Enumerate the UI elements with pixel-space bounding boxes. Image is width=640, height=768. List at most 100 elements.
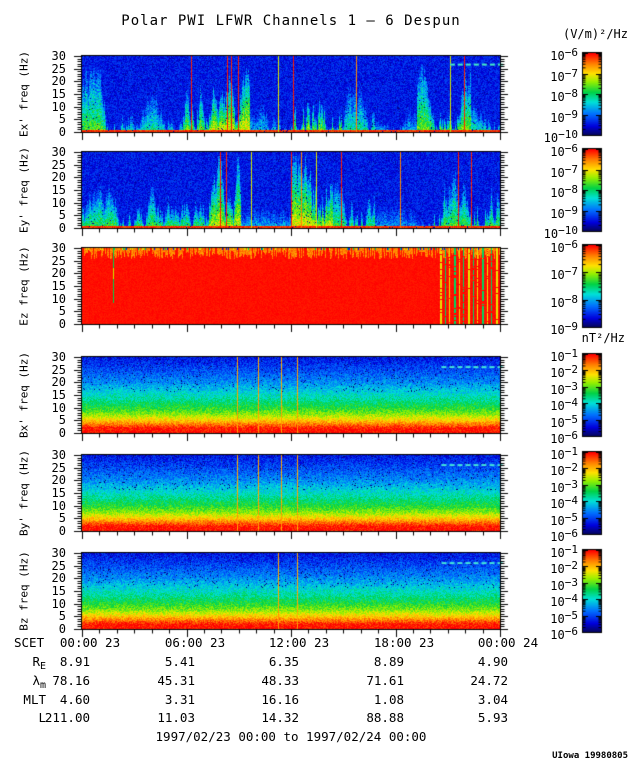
y-tick-label: 5 xyxy=(58,112,66,126)
y-axis-label-ex: Ex' freq (Hz) xyxy=(17,50,31,138)
y-tick-label: 15 xyxy=(51,486,66,500)
ephemeris-value: 211.00 xyxy=(44,710,90,725)
y-tick-label: 20 xyxy=(51,375,66,389)
ephemeris-value: 4.90 xyxy=(477,654,508,669)
colorbar-by-canvas xyxy=(577,450,607,538)
colorbar-tick-label: 10−1 xyxy=(550,543,578,560)
ephemeris-value: 14.32 xyxy=(261,710,299,725)
y-tick-label: 5 xyxy=(58,609,66,623)
ephemeris-value: 88.88 xyxy=(366,710,404,725)
colorbar-tick-label: 10−5 xyxy=(550,413,578,430)
colorbar-tick-label: 10−8 xyxy=(550,87,578,104)
ephemeris-value: 8.89 xyxy=(373,654,404,669)
y-axis-label-bz: Bz freq (Hz) xyxy=(17,551,31,631)
colorbar-tick-label: 10−3 xyxy=(550,478,578,495)
y-tick-label: 0 xyxy=(58,622,66,636)
ephemeris-value: 6.35 xyxy=(268,654,299,669)
colorbar-bz-canvas xyxy=(577,548,607,636)
ephemeris-value: 5.41 xyxy=(164,654,195,669)
y-tick-label: 0 xyxy=(58,125,66,139)
y-tick-label: 0 xyxy=(58,426,66,440)
colorbar-tick-label: 10−10 xyxy=(543,224,578,241)
colorbar-tick-label: 10−7 xyxy=(550,67,578,84)
colorbar-tick-label: 10−4 xyxy=(550,494,578,511)
spectrogram-ey-canvas xyxy=(70,146,512,240)
colorbar-tick-label: 10−6 xyxy=(550,142,578,159)
y-tick-label: 5 xyxy=(58,511,66,525)
y-tick-label: 30 xyxy=(51,145,66,159)
colorbar-bx-canvas xyxy=(577,352,607,440)
colorbar-ex-canvas xyxy=(577,51,607,139)
y-tick-label: 15 xyxy=(51,279,66,293)
y-tick-label: 25 xyxy=(51,62,66,76)
colorbar-tick-label: 10−7 xyxy=(550,163,578,180)
colorbar-tick-label: 10−6 xyxy=(550,238,578,255)
ephemeris-row-label: RE xyxy=(32,654,46,673)
ephemeris-value: 3.04 xyxy=(477,692,508,707)
ephemeris-value: 8.91 xyxy=(59,654,90,669)
colorbar-tick-label: 10−4 xyxy=(550,396,578,413)
spectrogram-bz-canvas xyxy=(70,547,512,641)
colorbar-tick-label: 10−9 xyxy=(550,320,578,337)
ephemeris-row-label: MLT xyxy=(23,692,46,707)
ephemeris-value: 1.08 xyxy=(373,692,404,707)
spectrogram-ez-canvas xyxy=(70,242,512,336)
colorbar-tick-label: 10−2 xyxy=(550,363,578,380)
colorbar-tick-label: 10−4 xyxy=(550,592,578,609)
page-title: Polar PWI LFWR Channels 1 — 6 Despun xyxy=(121,13,461,29)
y-axis-label-bx: Bx' freq (Hz) xyxy=(17,351,31,439)
ephemeris-value: 16.16 xyxy=(261,692,299,707)
ephemeris-value: 48.33 xyxy=(261,673,299,688)
y-tick-label: 10 xyxy=(51,196,66,210)
y-tick-label: 0 xyxy=(58,317,66,331)
x-tick-label: 06:00 23 xyxy=(164,635,226,650)
scet-axis-label: SCET xyxy=(14,635,45,650)
colorbar-tick-label: 10−2 xyxy=(550,559,578,576)
y-tick-label: 15 xyxy=(51,388,66,402)
y-tick-label: 15 xyxy=(51,183,66,197)
y-tick-label: 30 xyxy=(51,241,66,255)
colorbar-tick-label: 10−5 xyxy=(550,609,578,626)
spectrogram-by-canvas xyxy=(70,449,512,543)
y-tick-label: 25 xyxy=(51,461,66,475)
y-axis-label-ez: Ez freq (Hz) xyxy=(17,246,31,326)
y-tick-label: 25 xyxy=(51,559,66,573)
spectrogram-bx-canvas xyxy=(70,351,512,445)
y-tick-label: 20 xyxy=(51,473,66,487)
y-tick-label: 20 xyxy=(51,74,66,88)
colorbar-tick-label: 10−5 xyxy=(550,511,578,528)
y-tick-label: 0 xyxy=(58,221,66,235)
x-tick-label: 12:00 23 xyxy=(268,635,330,650)
y-tick-label: 30 xyxy=(51,448,66,462)
y-tick-label: 5 xyxy=(58,413,66,427)
ephemeris-value: 24.72 xyxy=(470,673,508,688)
colorbar-tick-label: 10−6 xyxy=(550,625,578,642)
colorbar-ez-canvas xyxy=(577,243,607,331)
ephemeris-value: 4.60 xyxy=(59,692,90,707)
x-tick-label: 18:00 23 xyxy=(373,635,435,650)
colorbar-tick-label: 10−8 xyxy=(550,293,578,310)
colorbar-tick-label: 10−7 xyxy=(550,265,578,282)
colorbar-tick-label: 10−6 xyxy=(550,46,578,63)
colorbar-tick-label: 10−9 xyxy=(550,204,578,221)
y-tick-label: 25 xyxy=(51,363,66,377)
y-tick-label: 10 xyxy=(51,597,66,611)
y-tick-label: 15 xyxy=(51,584,66,598)
y-tick-label: 10 xyxy=(51,401,66,415)
colorbar-tick-label: 10−10 xyxy=(543,128,578,145)
y-tick-label: 30 xyxy=(51,49,66,63)
y-axis-label-ey: Ey' freq (Hz) xyxy=(17,146,31,234)
ephemeris-value: 5.93 xyxy=(477,710,508,725)
colorbar-tick-label: 10−3 xyxy=(550,576,578,593)
y-tick-label: 30 xyxy=(51,546,66,560)
x-tick-label: 00:00 24 xyxy=(477,635,539,650)
electric-units-label: (V/m)²/Hz xyxy=(562,27,628,41)
y-tick-label: 20 xyxy=(51,266,66,280)
colorbar-tick-label: 10−1 xyxy=(550,445,578,462)
ephemeris-value: 11.03 xyxy=(157,710,195,725)
y-tick-label: 25 xyxy=(51,158,66,172)
y-tick-label: 20 xyxy=(51,170,66,184)
colorbar-tick-label: 10−6 xyxy=(550,527,578,544)
colorbar-tick-label: 10−8 xyxy=(550,183,578,200)
colorbar-tick-label: 10−3 xyxy=(550,380,578,397)
